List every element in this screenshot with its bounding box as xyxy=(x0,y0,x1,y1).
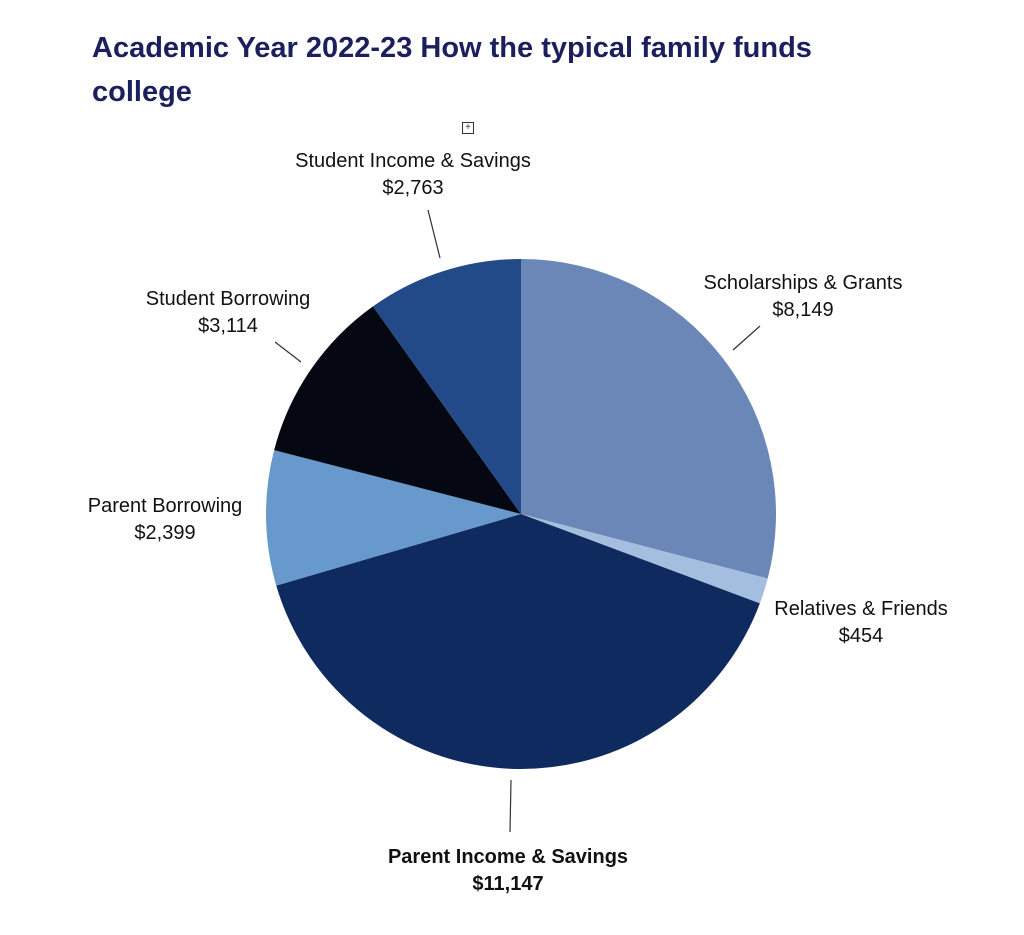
label-parent-income-name: Parent Income & Savings xyxy=(387,846,629,868)
label-student-income-value: $2,763 xyxy=(382,177,444,199)
leader-line-student-income xyxy=(427,209,441,259)
label-scholarships-name: Scholarships & Grants xyxy=(703,272,903,294)
label-student-borrowing: Student Borrowing $3,114 xyxy=(146,286,311,340)
label-parent-borrowing-value: $2,399 xyxy=(134,522,196,544)
leader-lines xyxy=(274,209,761,833)
leader-line-parent-income xyxy=(509,779,512,833)
label-scholarships-value: $8,149 xyxy=(772,299,834,321)
label-parent-income: Parent Income & Savings $11,147 xyxy=(388,844,628,898)
label-relatives-value: $454 xyxy=(838,625,884,647)
label-relatives-name: Relatives & Friends xyxy=(774,598,948,620)
label-student-borrowing-name: Student Borrowing xyxy=(145,288,311,310)
label-relatives: Relatives & Friends $454 xyxy=(774,596,947,650)
pie-slices xyxy=(266,259,776,769)
pie-slice-student-income-savings xyxy=(372,259,521,514)
label-student-income-name: Student Income & Savings xyxy=(295,150,531,172)
label-student-income: Student Income & Savings $2,763 xyxy=(295,148,531,202)
pie-slice-relatives-friends xyxy=(521,514,768,604)
pie-slice-parent-income-savings xyxy=(276,514,760,769)
label-parent-income-value: $11,147 xyxy=(472,873,544,895)
label-scholarships: Scholarships & Grants $8,149 xyxy=(704,270,903,324)
label-student-borrowing-value: $3,114 xyxy=(198,315,258,337)
pie-slice-scholarships-grants xyxy=(521,259,776,579)
leader-line-student-borrowing xyxy=(274,341,302,363)
label-parent-borrowing-name: Parent Borrowing xyxy=(87,495,243,517)
leader-line-scholarships xyxy=(732,325,761,351)
expand-icon[interactable]: + xyxy=(462,122,474,134)
label-parent-borrowing: Parent Borrowing $2,399 xyxy=(88,493,243,547)
pie-slice-student-borrowing xyxy=(274,306,521,514)
chart-title: Academic Year 2022-23 How the typical fa… xyxy=(92,32,812,108)
pie-slice-parent-borrowing xyxy=(266,450,521,586)
